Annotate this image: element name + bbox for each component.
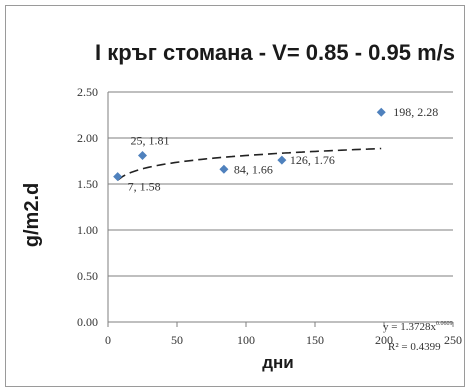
data-label: 198, 2.28 bbox=[393, 105, 438, 119]
data-labels: 7, 1.58 25, 1.81 84, 1.66 126, 1.76 198, 2.2… bbox=[128, 105, 439, 193]
data-point bbox=[376, 107, 386, 117]
data-point bbox=[277, 155, 287, 165]
data-point bbox=[113, 172, 123, 182]
x-tick-label: 150 bbox=[306, 333, 324, 347]
trendline bbox=[117, 147, 382, 181]
trendline-group bbox=[117, 147, 382, 181]
trendline-equation-exponent: 0.0609 bbox=[436, 321, 453, 327]
y-axis-label: g/m2.d bbox=[21, 183, 43, 247]
trendline-equation-base: y = 1.3728x bbox=[383, 321, 436, 333]
data-point bbox=[219, 164, 229, 174]
y-tick-label: 2.00 bbox=[77, 131, 98, 145]
y-tick-label: 2.50 bbox=[77, 85, 98, 99]
x-tick-label: 0 bbox=[105, 333, 111, 347]
y-tick-label: 1.00 bbox=[77, 223, 98, 237]
trendline-equation: y = 1.3728x0.0609 R² = 0.4399 bbox=[383, 321, 452, 353]
data-label: 25, 1.81 bbox=[131, 133, 170, 147]
gridlines bbox=[107, 91, 454, 327]
y-tick-label: 0.50 bbox=[77, 269, 98, 283]
x-tick-label: 100 bbox=[237, 333, 255, 347]
x-tick-label: 200 bbox=[375, 333, 393, 347]
y-tick-label: 1.50 bbox=[77, 177, 98, 191]
x-tick-label: 50 bbox=[171, 333, 183, 347]
chart-title: I кръг стомана - V= 0.85 - 0.95 m/s bbox=[95, 40, 455, 65]
data-label: 84, 1.66 bbox=[234, 162, 273, 176]
x-tick-label: 250 bbox=[444, 333, 462, 347]
tick-labels: 0.00 0.50 1.00 1.50 2.00 2.50 0 50 100 150 200 250 bbox=[77, 85, 462, 347]
chart-frame bbox=[5, 5, 465, 387]
data-label: 7, 1.58 bbox=[128, 180, 161, 194]
x-axis-label: дни bbox=[262, 353, 294, 372]
data-label: 126, 1.76 bbox=[290, 153, 335, 167]
data-points bbox=[113, 107, 386, 182]
data-point bbox=[138, 150, 147, 160]
trendline-equation-text: y = 1.3728x0.0609 bbox=[383, 321, 452, 333]
trendline-r-squared: R² = 0.4399 bbox=[388, 341, 441, 353]
y-tick-label: 0.00 bbox=[77, 315, 98, 329]
